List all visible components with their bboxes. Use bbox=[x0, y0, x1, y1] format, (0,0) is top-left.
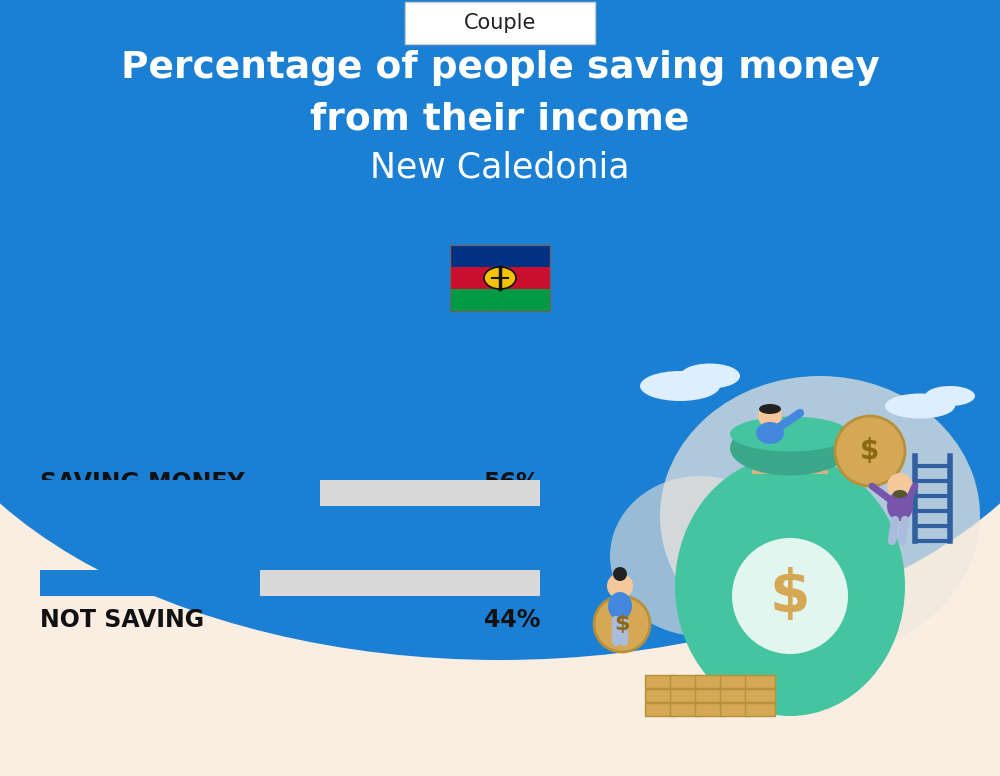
Text: $: $ bbox=[770, 567, 810, 625]
Text: $: $ bbox=[860, 437, 880, 465]
Ellipse shape bbox=[885, 393, 955, 418]
Ellipse shape bbox=[640, 371, 720, 401]
Bar bbox=[450, 245, 550, 311]
Ellipse shape bbox=[608, 592, 632, 620]
Text: 44%: 44% bbox=[484, 608, 540, 632]
Bar bbox=[645, 675, 675, 688]
Ellipse shape bbox=[730, 417, 850, 452]
Ellipse shape bbox=[730, 421, 850, 476]
Bar bbox=[745, 703, 775, 716]
Circle shape bbox=[613, 567, 627, 581]
Bar bbox=[40, 570, 540, 596]
Text: New Caledonia: New Caledonia bbox=[370, 151, 630, 185]
Ellipse shape bbox=[610, 476, 790, 636]
Bar bbox=[695, 703, 725, 716]
Circle shape bbox=[887, 473, 913, 499]
Bar bbox=[450, 245, 550, 267]
FancyBboxPatch shape bbox=[405, 2, 595, 44]
Bar bbox=[40, 480, 540, 506]
Bar bbox=[0, 0, 1000, 310]
Bar bbox=[695, 675, 725, 688]
Text: NOT SAVING: NOT SAVING bbox=[40, 608, 204, 632]
Ellipse shape bbox=[756, 422, 784, 444]
Text: SAVING MONEY: SAVING MONEY bbox=[40, 471, 245, 495]
Text: Percentage of people saving money: Percentage of people saving money bbox=[121, 50, 879, 86]
Bar bbox=[720, 689, 750, 702]
Bar bbox=[450, 267, 550, 289]
Bar bbox=[670, 703, 700, 716]
Bar bbox=[670, 689, 700, 702]
Text: from their income: from their income bbox=[310, 102, 690, 138]
Ellipse shape bbox=[484, 267, 516, 289]
Text: Couple: Couple bbox=[464, 13, 536, 33]
Bar bbox=[745, 689, 775, 702]
Ellipse shape bbox=[759, 404, 781, 414]
Ellipse shape bbox=[680, 363, 740, 389]
Circle shape bbox=[835, 416, 905, 486]
Bar bbox=[695, 689, 725, 702]
Bar bbox=[645, 703, 675, 716]
Bar bbox=[450, 289, 550, 311]
Bar bbox=[745, 675, 775, 688]
Ellipse shape bbox=[893, 490, 907, 498]
Ellipse shape bbox=[675, 456, 905, 716]
Bar bbox=[645, 689, 675, 702]
Ellipse shape bbox=[925, 386, 975, 406]
Text: 56%: 56% bbox=[483, 471, 540, 495]
Bar bbox=[40, 480, 320, 506]
Bar bbox=[670, 675, 700, 688]
Bar bbox=[720, 675, 750, 688]
Bar bbox=[40, 570, 260, 596]
Circle shape bbox=[732, 538, 848, 654]
Circle shape bbox=[607, 573, 633, 599]
Ellipse shape bbox=[660, 376, 980, 656]
Ellipse shape bbox=[0, 0, 1000, 660]
Bar bbox=[752, 446, 828, 474]
Ellipse shape bbox=[887, 491, 913, 521]
Bar bbox=[720, 703, 750, 716]
Text: $: $ bbox=[614, 614, 630, 634]
Circle shape bbox=[758, 404, 782, 428]
Circle shape bbox=[594, 596, 650, 652]
